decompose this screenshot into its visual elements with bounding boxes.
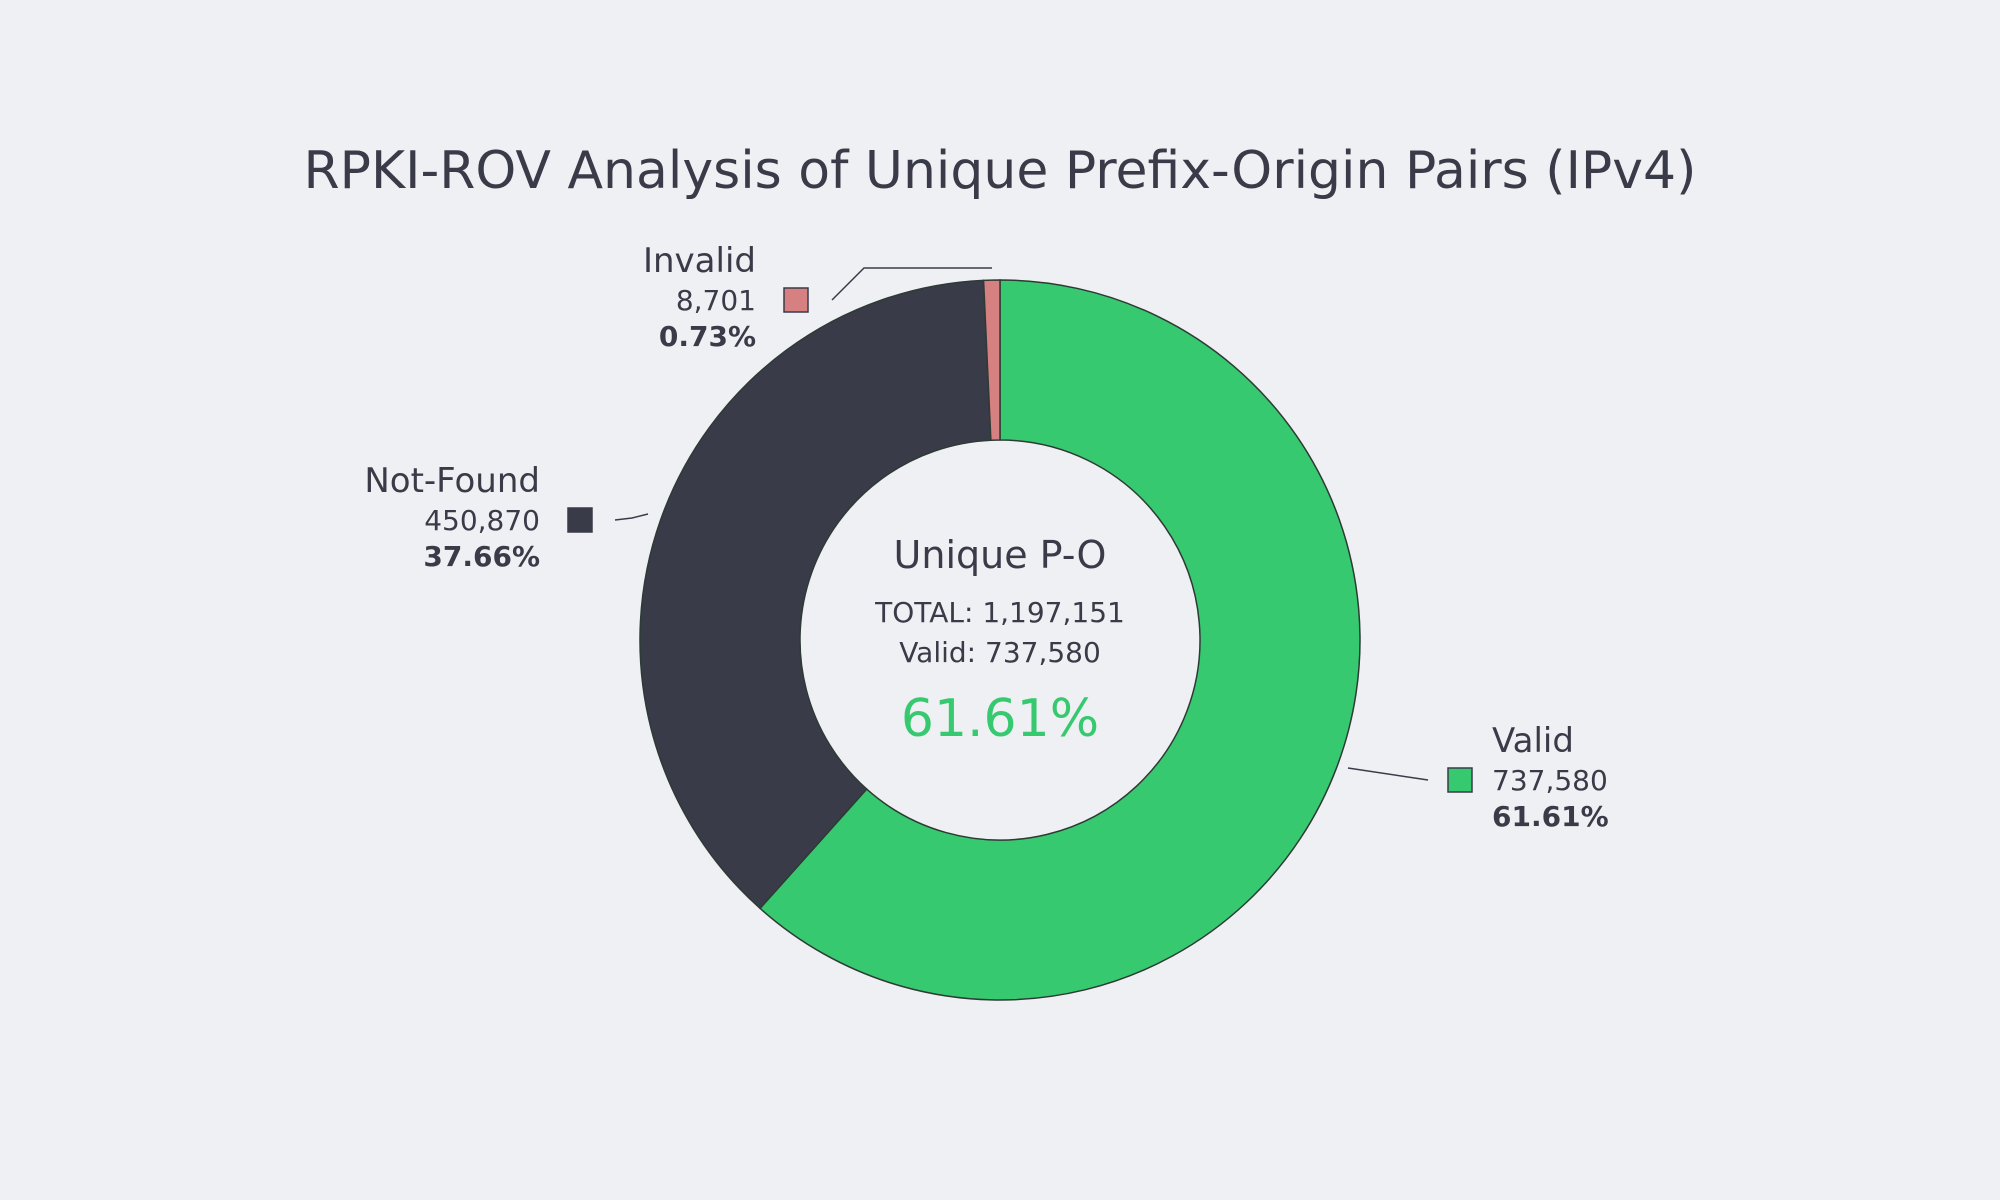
leader-line-not-found <box>614 513 649 521</box>
slice-invalid <box>982 279 1001 441</box>
center-percentage: 61.61% <box>901 689 1099 749</box>
label-count-not-found: 450,870 <box>424 504 540 537</box>
leader-lines <box>614 267 1429 781</box>
label-count-valid: 737,580 <box>1492 764 1608 797</box>
slice-not-found <box>639 279 992 910</box>
label-percent-invalid: 0.73% <box>659 320 756 353</box>
label-percent-valid: 61.61% <box>1492 800 1609 833</box>
label-percent-not-found: 37.66% <box>423 540 540 573</box>
slice-valid <box>758 279 1361 1001</box>
center-heading: Unique P-O <box>894 533 1107 577</box>
leader-line-valid <box>1347 767 1429 781</box>
legend-swatch-not-found <box>567 507 593 533</box>
label-name-valid: Valid <box>1492 721 1574 761</box>
legend-swatch-invalid <box>783 287 809 313</box>
center-summary: Unique P-O TOTAL: 1,197,151 Valid: 737,5… <box>874 533 1125 749</box>
label-name-invalid: Invalid <box>643 241 756 281</box>
leader-line-invalid <box>831 267 992 301</box>
legend-swatch-valid <box>1447 767 1473 793</box>
chart-title: RPKI-ROV Analysis of Unique Prefix-Origi… <box>304 141 1697 201</box>
donut-slices <box>639 279 1361 1001</box>
center-valid: Valid: 737,580 <box>899 636 1101 669</box>
center-total: TOTAL: 1,197,151 <box>874 596 1125 629</box>
label-name-not-found: Not-Found <box>364 461 540 501</box>
label-count-invalid: 8,701 <box>676 284 756 317</box>
slice-labels: Valid737,58061.61%Not-Found450,87037.66%… <box>364 241 1608 833</box>
